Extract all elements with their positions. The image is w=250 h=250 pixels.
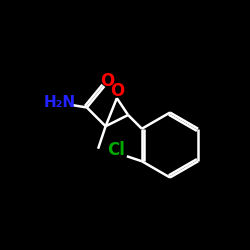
Text: O: O: [110, 82, 124, 100]
Text: Cl: Cl: [107, 141, 124, 159]
Text: O: O: [100, 72, 114, 90]
Text: H₂N: H₂N: [43, 95, 76, 110]
